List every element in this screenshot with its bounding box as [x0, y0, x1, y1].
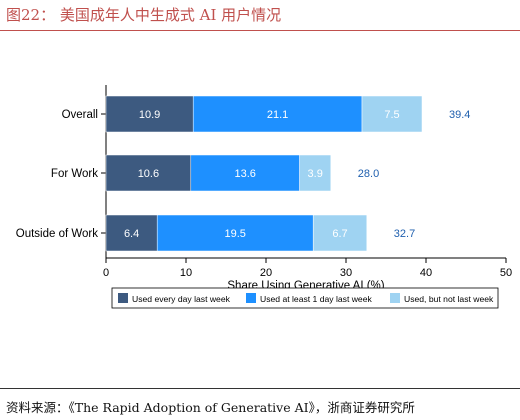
- category-label: Overall: [62, 109, 98, 121]
- bar-segment: [192, 95, 363, 133]
- category-label: Outside of Work: [16, 228, 98, 240]
- category-label: For Work: [51, 168, 98, 180]
- legend-swatch: [118, 293, 128, 303]
- bar-value-label: 3.9: [308, 168, 323, 180]
- bar-segment: [105, 214, 158, 252]
- total-label: 32.7: [394, 228, 415, 240]
- bar-segment: [156, 214, 314, 252]
- bar-value-label: 6.4: [124, 228, 139, 240]
- legend: Used every day last week Used at least 1 …: [111, 287, 499, 309]
- bar-segment: [312, 214, 368, 252]
- source-note: 资料来源：《The Rapid Adoption of Generative A…: [6, 400, 415, 415]
- bar-segment: [105, 154, 192, 192]
- bar-value-label: 21.1: [267, 109, 288, 121]
- bar-segment: [361, 95, 423, 133]
- legend-swatch: [390, 293, 400, 303]
- bar-value-label: 19.5: [224, 228, 245, 240]
- bar-value-label: 6.7: [332, 228, 347, 240]
- bar-segment: [299, 154, 332, 192]
- bar-value-label: 10.6: [138, 168, 159, 180]
- bar-value-label: 10.9: [139, 109, 160, 121]
- x-tick-label: 20: [260, 267, 272, 279]
- legend-label: Used every day last week: [132, 294, 231, 304]
- figure-title: 图22： 美国成年人中生成式 AI 用户情况: [6, 6, 282, 24]
- title-bar: 图22： 美国成年人中生成式 AI 用户情况: [0, 0, 520, 31]
- total-label: 28.0: [358, 168, 379, 180]
- x-tick-label: 30: [340, 267, 352, 279]
- bar-segment: [190, 154, 300, 192]
- legend-frame: [111, 287, 499, 309]
- legend-label: Used at least 1 day last week: [260, 294, 372, 304]
- x-tick-label: 50: [500, 267, 512, 279]
- legend-swatch: [246, 293, 256, 303]
- source-bar: 资料来源：《The Rapid Adoption of Generative A…: [0, 388, 520, 420]
- x-tick-label: 40: [420, 267, 432, 279]
- bar-segment: [105, 95, 194, 133]
- bar-value-label: 7.5: [384, 109, 399, 121]
- x-tick-label: 0: [103, 267, 109, 279]
- bar-value-label: 13.6: [234, 168, 255, 180]
- x-tick-label: 10: [180, 267, 192, 279]
- total-label: 39.4: [449, 109, 470, 121]
- legend-label: Used, but not last week: [404, 294, 494, 304]
